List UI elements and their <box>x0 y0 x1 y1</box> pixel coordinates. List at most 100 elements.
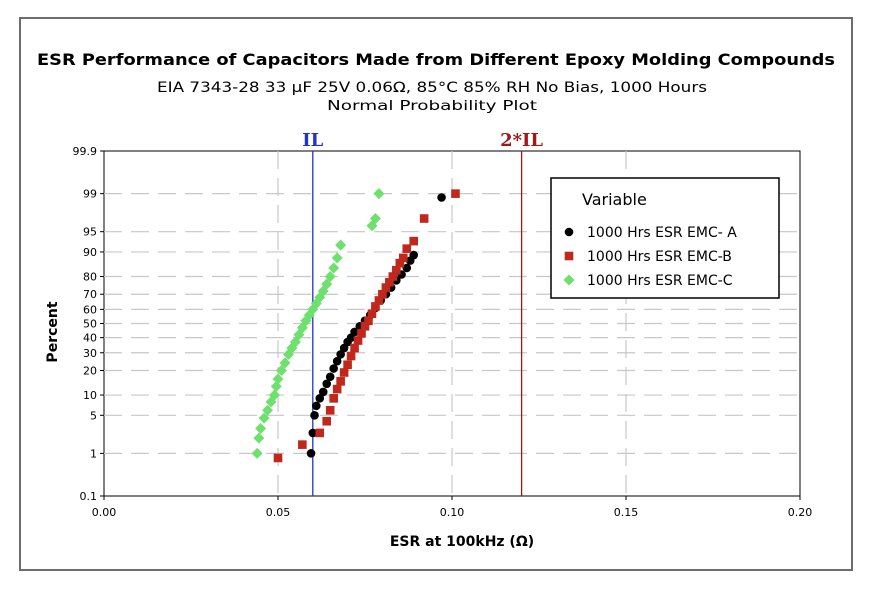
data-point <box>258 412 270 424</box>
data-point <box>367 309 377 318</box>
data-point <box>343 360 352 370</box>
data-point <box>322 379 332 389</box>
legend-marker-3 <box>563 274 575 286</box>
data-point <box>321 278 333 290</box>
data-point <box>311 401 321 411</box>
data-point <box>251 447 263 459</box>
data-point <box>336 350 345 359</box>
chart-title: ESR Performance of Capacitors Made from … <box>37 50 835 69</box>
data-point <box>419 214 429 223</box>
data-point <box>310 411 319 420</box>
data-point <box>318 387 328 397</box>
data-point <box>262 404 274 416</box>
data-point <box>402 263 412 273</box>
data-point <box>331 252 343 264</box>
legend-entries: 1000 Hrs ESR EMC- A 1000 Hrs ESR EMC-B 100… <box>563 225 737 289</box>
data-point <box>336 377 345 386</box>
data-point <box>332 356 342 366</box>
data-point <box>275 364 287 376</box>
data-point <box>395 258 405 268</box>
x-tick-label: 0.15 <box>614 506 639 519</box>
data-point <box>255 422 267 434</box>
data-point <box>298 440 307 449</box>
data-point <box>350 343 359 353</box>
data-point <box>409 236 419 246</box>
data-point <box>329 394 338 403</box>
x-tick-label: 0.10 <box>440 506 465 519</box>
y-tick-label: 90 <box>83 246 97 259</box>
x-tick-label: 0.05 <box>266 506 291 519</box>
data-point <box>328 262 340 274</box>
data-points <box>251 188 460 463</box>
y-tick-label: 40 <box>83 332 97 345</box>
data-point <box>335 239 347 251</box>
y-tick-label: 80 <box>83 271 97 284</box>
y-tick-label: 60 <box>83 303 97 316</box>
y-tick-label: 10 <box>83 389 97 402</box>
data-point <box>315 428 325 438</box>
data-point <box>322 416 332 426</box>
y-tick-label: 30 <box>83 347 97 360</box>
x-tick-label: 0.20 <box>788 506 813 519</box>
data-point <box>272 373 284 385</box>
data-point <box>385 277 394 287</box>
legend-title: Variable <box>582 190 647 209</box>
data-point <box>269 389 281 401</box>
y-tick-label: 20 <box>83 364 97 377</box>
data-point <box>332 384 342 394</box>
data-point <box>324 271 336 283</box>
data-point <box>353 336 363 345</box>
data-point <box>437 193 446 202</box>
reference-line-label-1: IL <box>302 130 323 151</box>
data-point <box>409 250 419 260</box>
legend-label-1: 1000 Hrs ESR EMC- A <box>587 225 737 241</box>
chart-subtitle: EIA 7343-28 33 µF 25V 0.06Ω, 85°C 85% RH… <box>157 80 707 96</box>
data-point <box>325 372 335 382</box>
y-tick-label: 1 <box>90 447 97 460</box>
y-tick-label: 99 <box>83 188 97 201</box>
chart-subtitle-2: Normal Probability Plot <box>327 99 537 114</box>
y-tick-label: 95 <box>83 226 97 239</box>
y-axis-label: Percent <box>45 301 61 362</box>
legend-marker-2 <box>564 251 574 261</box>
data-point <box>381 283 391 292</box>
chart-svg: ESR Performance of Capacitors Made from … <box>37 50 835 550</box>
reference-lines: IL 2*IL <box>302 130 543 496</box>
legend-marker-1 <box>564 227 574 237</box>
data-point <box>371 302 380 311</box>
data-point <box>315 394 325 403</box>
x-axis-label: ESR at 100kHz (Ω) <box>390 534 534 550</box>
data-point <box>308 428 318 438</box>
legend-box <box>550 177 780 299</box>
y-tick-label: 70 <box>83 288 97 301</box>
data-point <box>306 449 316 458</box>
data-point <box>364 316 373 326</box>
series-3 <box>251 188 385 459</box>
data-point <box>346 351 356 361</box>
data-point <box>451 189 460 198</box>
data-point <box>373 188 385 200</box>
y-tick-label: 99.9 <box>73 145 98 158</box>
data-point <box>325 405 335 415</box>
data-point <box>329 364 338 373</box>
data-point <box>350 327 359 337</box>
y-tick-label: 50 <box>83 318 97 331</box>
data-point <box>339 368 349 377</box>
data-point <box>378 289 387 299</box>
y-tick-label: 5 <box>90 409 97 422</box>
reference-line-label-2: 2*IL <box>500 130 543 151</box>
data-point <box>360 321 370 331</box>
data-point <box>374 296 384 305</box>
y-tick-label: 0.1 <box>80 490 98 503</box>
series-2 <box>273 189 460 463</box>
data-point <box>392 265 401 275</box>
data-point <box>402 244 412 253</box>
data-point <box>357 329 366 338</box>
chart-frame: ESR Performance of Capacitors Made from … <box>19 17 853 571</box>
data-point <box>369 213 381 225</box>
legend-label-3: 1000 Hrs ESR EMC-C <box>587 273 733 289</box>
data-point <box>279 357 291 369</box>
data-point <box>388 272 398 281</box>
